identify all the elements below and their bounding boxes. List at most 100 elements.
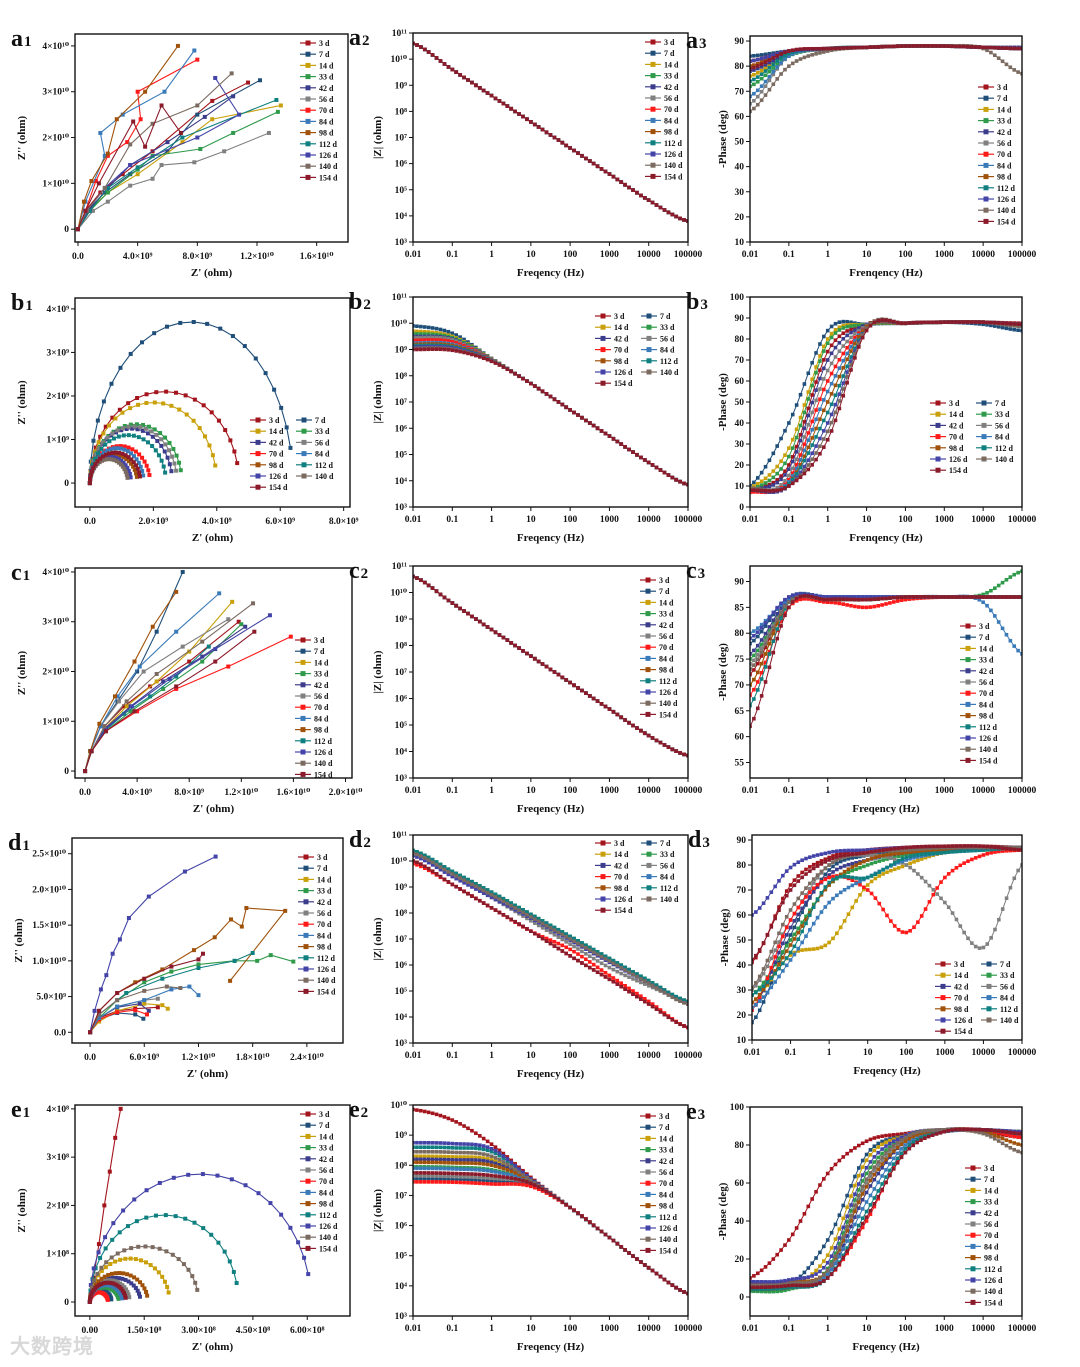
data-point [798, 47, 803, 51]
data-point [752, 99, 756, 103]
data-point [137, 664, 142, 669]
y-tick-label: 10⁴ [395, 477, 408, 487]
y-axis-title: |Z| (ohm) [372, 116, 384, 159]
data-point [845, 339, 849, 344]
plot-area [413, 41, 688, 223]
data-point [794, 427, 799, 432]
y-tick-label: 3×10⁹ [46, 348, 69, 358]
legend-marker [305, 74, 311, 80]
data-point [125, 449, 130, 454]
data-point [849, 363, 853, 367]
data-point [112, 458, 117, 463]
legend-item: 14 d [295, 658, 329, 667]
series-140d [413, 346, 688, 487]
data-point [810, 436, 814, 440]
data-point [775, 59, 779, 63]
data-point [845, 319, 849, 324]
data-point [767, 478, 772, 483]
data-point [752, 58, 756, 63]
data-point [818, 368, 822, 372]
legend-item: 14 d [978, 105, 1012, 114]
x-tick-label: 2.0×10¹⁰ [329, 788, 363, 798]
x-tick-label: 10 [862, 515, 872, 525]
x-tick-label: 0.0 [84, 517, 96, 527]
data-point [171, 446, 176, 451]
data-point [458, 73, 462, 77]
data-point [195, 112, 200, 117]
legend-marker [305, 130, 311, 136]
data-point [775, 478, 779, 482]
data-point [1020, 71, 1022, 76]
data-point [814, 52, 818, 56]
data-point [876, 318, 881, 323]
data-point [755, 57, 760, 62]
data-point [783, 428, 787, 433]
data-point [872, 45, 877, 49]
data-point [213, 659, 218, 664]
data-point [775, 464, 779, 469]
legend-item: 126 d [645, 150, 683, 159]
legend-item: 154 d [300, 173, 338, 182]
legend-item: 126 d [295, 748, 333, 757]
data-point [540, 127, 545, 132]
data-point [825, 410, 830, 415]
data-point [178, 320, 183, 325]
legend-marker [650, 173, 656, 179]
panel-label: a3 [686, 28, 707, 54]
legend-item: 42 d [595, 334, 629, 343]
data-point [117, 450, 122, 455]
legend-label: 154 d [949, 466, 968, 475]
data-point [829, 361, 834, 366]
data-point [415, 329, 419, 334]
data-point [853, 335, 857, 340]
data-point [996, 56, 1001, 60]
series-line [413, 42, 688, 222]
plot-area [87, 319, 293, 486]
y-tick-label: 90 [735, 314, 745, 324]
legend-label: 140 d [315, 472, 334, 481]
y-tick-label: 90 [735, 37, 745, 47]
data-point [775, 485, 779, 490]
data-point [191, 319, 196, 324]
data-point [130, 426, 135, 431]
legend-item: 140 d [976, 455, 1014, 464]
data-point [132, 424, 137, 429]
y-tick-label: 70 [735, 87, 745, 97]
data-point [137, 470, 142, 475]
data-point [454, 349, 459, 353]
data-point [131, 433, 136, 438]
data-point [591, 161, 596, 166]
data-point [133, 449, 138, 454]
data-point [568, 408, 572, 412]
x-tick-label: 8.0×10⁹ [183, 252, 213, 262]
legend-marker [650, 84, 656, 90]
data-point [825, 358, 830, 362]
data-point [116, 457, 121, 462]
data-point [759, 479, 764, 484]
data-point [165, 149, 170, 154]
plot-area [750, 43, 1022, 114]
x-tick-label: 100 [898, 250, 913, 260]
data-point [114, 117, 119, 122]
data-point [767, 60, 772, 65]
data-point [446, 347, 451, 352]
data-point [163, 442, 168, 447]
data-point [752, 63, 756, 67]
y-tick-label: 30 [735, 440, 745, 450]
data-point [790, 477, 795, 482]
data-point [1008, 327, 1013, 331]
legend-marker [935, 456, 941, 462]
legend-item: 70 d [300, 106, 334, 115]
data-point [150, 624, 155, 629]
data-point [100, 454, 105, 459]
data-point [580, 415, 584, 420]
legend-item: 42 d [250, 438, 284, 447]
data-point [120, 464, 125, 469]
legend-item: 84 d [978, 161, 1012, 170]
data-point [822, 366, 826, 371]
y-tick-label: 10¹⁰ [390, 55, 407, 65]
legend-label: 154 d [314, 770, 333, 779]
data-point [623, 445, 627, 449]
data-point [829, 46, 834, 51]
series-line [413, 343, 688, 486]
